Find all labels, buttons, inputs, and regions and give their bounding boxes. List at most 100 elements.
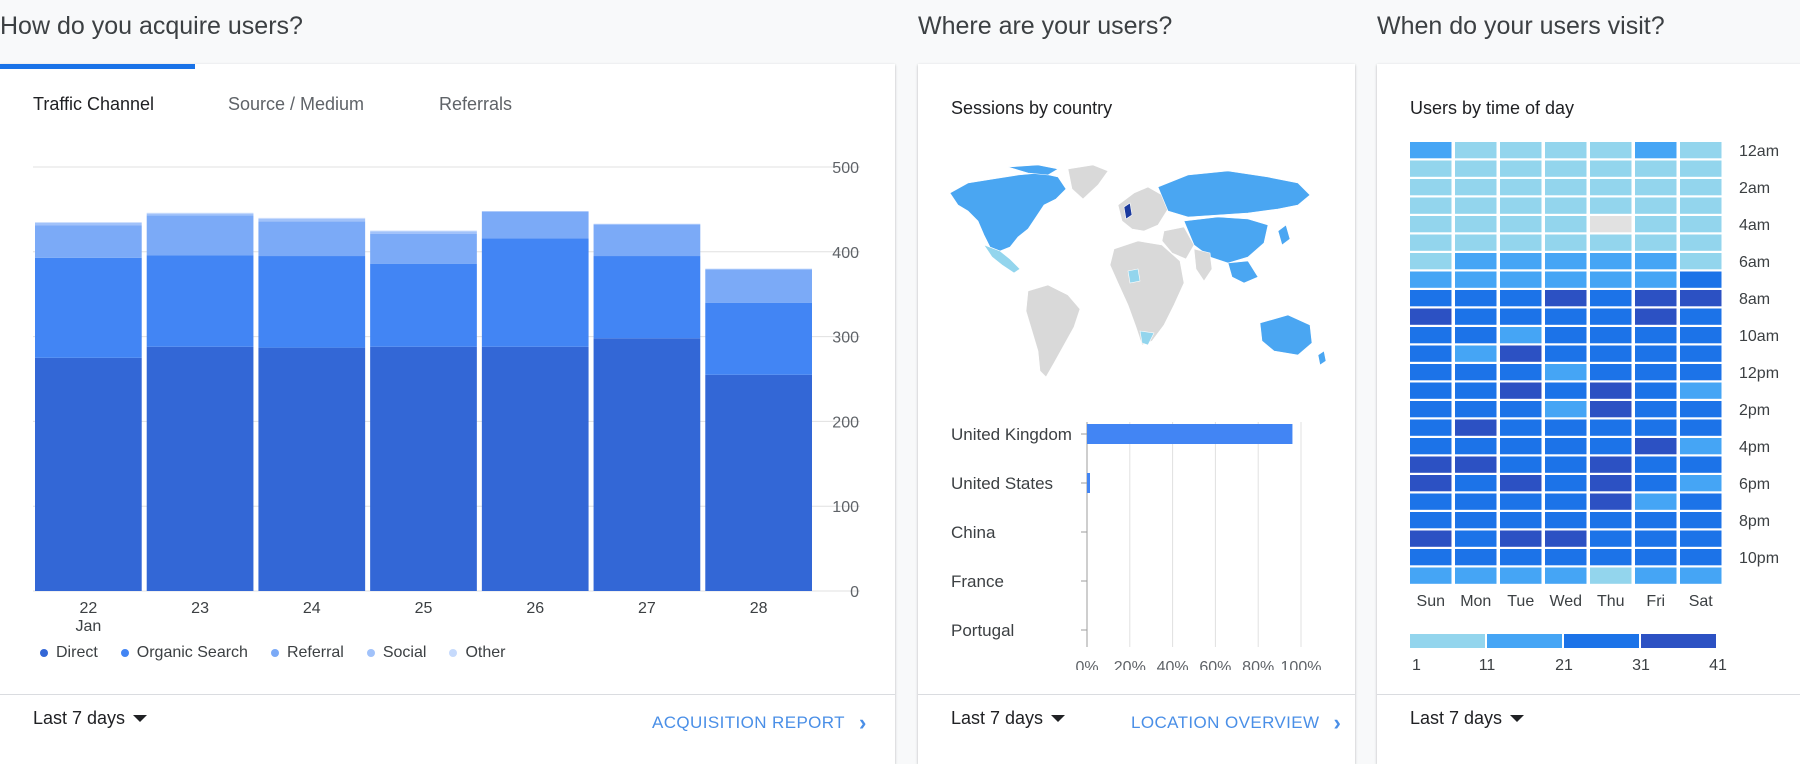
- heatmap-cell[interactable]: [1590, 327, 1632, 344]
- heatmap-cell[interactable]: [1590, 493, 1632, 510]
- heatmap-cell[interactable]: [1680, 253, 1722, 270]
- heatmap-cell[interactable]: [1455, 549, 1497, 566]
- heatmap-cell[interactable]: [1455, 493, 1497, 510]
- heatmap-cell[interactable]: [1635, 382, 1677, 399]
- heatmap-cell[interactable]: [1680, 197, 1722, 214]
- heatmap-cell[interactable]: [1545, 160, 1587, 177]
- heatmap-cell[interactable]: [1410, 327, 1452, 344]
- heatmap-cell[interactable]: [1410, 197, 1452, 214]
- bar-segment-other[interactable]: [258, 217, 366, 219]
- bar-segment-social[interactable]: [593, 223, 701, 225]
- bar-segment-referral[interactable]: [593, 224, 701, 257]
- heatmap-cell[interactable]: [1635, 530, 1677, 547]
- heatmap-cell[interactable]: [1635, 456, 1677, 473]
- heatmap-cell[interactable]: [1410, 493, 1452, 510]
- heatmap-cell[interactable]: [1500, 549, 1542, 566]
- bar-segment-direct[interactable]: [593, 338, 701, 591]
- time-date-range-dropdown[interactable]: Last 7 days: [1410, 708, 1525, 729]
- acquisition-date-range-dropdown[interactable]: Last 7 days: [33, 708, 148, 729]
- bar-segment-social[interactable]: [481, 211, 589, 212]
- heatmap-cell[interactable]: [1635, 567, 1677, 584]
- heatmap-cell[interactable]: [1590, 364, 1632, 381]
- heatmap-cell[interactable]: [1500, 512, 1542, 529]
- bar-segment-other[interactable]: [35, 222, 142, 223]
- heatmap-cell[interactable]: [1545, 493, 1587, 510]
- heatmap-cell[interactable]: [1590, 290, 1632, 307]
- heatmap-cell[interactable]: [1500, 290, 1542, 307]
- heatmap-cell[interactable]: [1545, 382, 1587, 399]
- heatmap-cell[interactable]: [1545, 290, 1587, 307]
- heatmap-cell[interactable]: [1680, 456, 1722, 473]
- heatmap-cell[interactable]: [1500, 345, 1542, 362]
- heatmap-cell[interactable]: [1410, 512, 1452, 529]
- heatmap-cell[interactable]: [1680, 382, 1722, 399]
- heatmap-cell[interactable]: [1635, 401, 1677, 418]
- bar-segment-social[interactable]: [35, 222, 142, 226]
- heatmap-cell[interactable]: [1590, 382, 1632, 399]
- bar-segment-direct[interactable]: [258, 347, 366, 591]
- heatmap-cell[interactable]: [1680, 549, 1722, 566]
- heatmap-cell[interactable]: [1680, 216, 1722, 233]
- heatmap-cell[interactable]: [1455, 438, 1497, 455]
- heatmap-cell[interactable]: [1680, 512, 1722, 529]
- heatmap-cell[interactable]: [1680, 567, 1722, 584]
- heatmap-cell[interactable]: [1545, 364, 1587, 381]
- heatmap-cell[interactable]: [1455, 345, 1497, 362]
- heatmap-cell[interactable]: [1410, 271, 1452, 288]
- heatmap-cell[interactable]: [1635, 549, 1677, 566]
- tab-traffic-channel[interactable]: Traffic Channel: [33, 94, 155, 114]
- heatmap-cell[interactable]: [1635, 290, 1677, 307]
- heatmap-cell[interactable]: [1590, 253, 1632, 270]
- heatmap-cell[interactable]: [1680, 142, 1722, 159]
- heatmap-cell[interactable]: [1680, 493, 1722, 510]
- heatmap-cell[interactable]: [1500, 197, 1542, 214]
- heatmap-cell[interactable]: [1500, 142, 1542, 159]
- heatmap-cell[interactable]: [1680, 271, 1722, 288]
- heatmap-cell[interactable]: [1455, 382, 1497, 399]
- heatmap-cell[interactable]: [1500, 216, 1542, 233]
- bar-segment-social[interactable]: [370, 231, 477, 234]
- heatmap-cell[interactable]: [1410, 419, 1452, 436]
- bar-segment-referral[interactable]: [481, 211, 589, 239]
- heatmap-cell[interactable]: [1680, 327, 1722, 344]
- heatmap-cell[interactable]: [1455, 401, 1497, 418]
- heatmap-cell[interactable]: [1680, 475, 1722, 492]
- heatmap-cell[interactable]: [1545, 197, 1587, 214]
- bar-segment-direct[interactable]: [146, 346, 254, 591]
- heatmap-cell[interactable]: [1635, 475, 1677, 492]
- heatmap-cell[interactable]: [1545, 567, 1587, 584]
- bar-segment-organic-search[interactable]: [705, 302, 812, 375]
- heatmap-cell[interactable]: [1545, 345, 1587, 362]
- heatmap-cell[interactable]: [1590, 419, 1632, 436]
- heatmap-cell[interactable]: [1410, 290, 1452, 307]
- bar-segment-social[interactable]: [146, 213, 254, 216]
- bar-segment-direct[interactable]: [370, 346, 477, 591]
- heatmap-cell[interactable]: [1410, 401, 1452, 418]
- bar-segment-social[interactable]: [258, 218, 366, 222]
- heatmap-cell[interactable]: [1635, 419, 1677, 436]
- heatmap-cell[interactable]: [1545, 456, 1587, 473]
- heatmap-cell[interactable]: [1500, 253, 1542, 270]
- heatmap-cell[interactable]: [1590, 179, 1632, 196]
- heatmap-cell[interactable]: [1590, 475, 1632, 492]
- bar-segment-organic-search[interactable]: [258, 256, 366, 348]
- heatmap-cell[interactable]: [1590, 160, 1632, 177]
- heatmap-cell[interactable]: [1545, 512, 1587, 529]
- heatmap-cell[interactable]: [1455, 253, 1497, 270]
- heatmap-cell[interactable]: [1635, 142, 1677, 159]
- heatmap-cell[interactable]: [1545, 308, 1587, 325]
- heatmap-cell[interactable]: [1410, 308, 1452, 325]
- heatmap-cell[interactable]: [1500, 493, 1542, 510]
- heatmap-cell[interactable]: [1590, 308, 1632, 325]
- bar-segment-referral[interactable]: [370, 233, 477, 264]
- heatmap-cell[interactable]: [1410, 382, 1452, 399]
- heatmap-cell[interactable]: [1410, 438, 1452, 455]
- heatmap-cell[interactable]: [1455, 475, 1497, 492]
- bar-segment-organic-search[interactable]: [370, 263, 477, 347]
- heatmap-cell[interactable]: [1590, 567, 1632, 584]
- heatmap-cell[interactable]: [1455, 234, 1497, 251]
- heatmap-cell[interactable]: [1410, 179, 1452, 196]
- heatmap-cell[interactable]: [1455, 364, 1497, 381]
- heatmap-cell[interactable]: [1680, 290, 1722, 307]
- heatmap-cell[interactable]: [1500, 308, 1542, 325]
